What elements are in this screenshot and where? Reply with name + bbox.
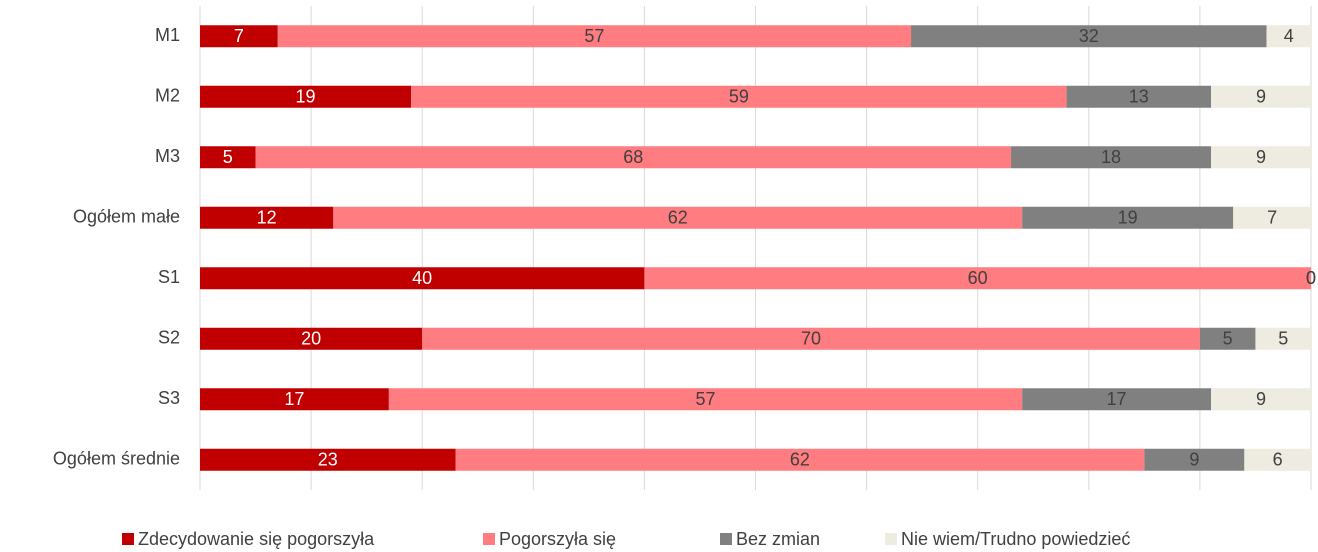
bar-segment: [1066, 85, 1212, 108]
bar-segment: [388, 388, 1023, 411]
legend-swatch: [122, 533, 134, 545]
y-tick-label: M2: [155, 86, 180, 106]
y-tick-label: S3: [158, 388, 180, 408]
legend-label: Bez zmian: [736, 529, 820, 549]
data-label: 59: [729, 87, 749, 107]
legend-label: Nie wiem/Trudno powiedzieć: [901, 529, 1130, 549]
data-label: 5: [1223, 329, 1233, 349]
y-tick-label: M3: [155, 146, 180, 166]
bar-segment: [1211, 146, 1311, 169]
bar-segment: [644, 267, 1311, 290]
bar-segment: [200, 267, 645, 290]
data-label: 13: [1129, 87, 1149, 107]
data-label: 57: [584, 26, 604, 46]
data-label: 5: [223, 147, 233, 167]
y-tick-label: Ogółem małe: [73, 207, 180, 227]
bar-segment: [200, 448, 456, 471]
data-label: 60: [968, 268, 988, 288]
y-tick-label: M1: [155, 25, 180, 45]
legend-label: Zdecydowanie się pogorszyła: [138, 529, 375, 549]
data-label: 12: [257, 208, 277, 228]
bar-segment: [411, 85, 1067, 108]
bar-segment: [455, 448, 1145, 471]
data-label: 23: [318, 450, 338, 470]
data-label: 68: [623, 147, 643, 167]
bar-segment: [1244, 448, 1311, 471]
data-label: 7: [1267, 208, 1277, 228]
data-label: 40: [412, 268, 432, 288]
data-label: 6: [1273, 450, 1283, 470]
data-label: 9: [1256, 147, 1266, 167]
data-label: 7: [234, 26, 244, 46]
data-label: 17: [284, 389, 304, 409]
bar-segment: [1255, 327, 1311, 350]
bar-segment: [200, 327, 423, 350]
legend-swatch: [483, 533, 495, 545]
data-label: 17: [1107, 389, 1127, 409]
bar-segment: [1199, 327, 1256, 350]
y-tick-label: S1: [158, 267, 180, 287]
data-label: 62: [668, 208, 688, 228]
bar-segment: [200, 206, 334, 229]
bar-segment: [200, 388, 389, 411]
data-label: 0: [1306, 268, 1316, 288]
data-label: 32: [1079, 26, 1099, 46]
data-label: 9: [1256, 389, 1266, 409]
data-label: 57: [695, 389, 715, 409]
bar-segment: [1011, 146, 1212, 169]
bar-segment: [1022, 206, 1234, 229]
data-label: 5: [1278, 329, 1288, 349]
data-label: 70: [801, 329, 821, 349]
data-label: 19: [1118, 208, 1138, 228]
data-label: 9: [1189, 450, 1199, 470]
legend-label: Pogorszyła się: [499, 529, 616, 549]
bar-segment: [200, 25, 278, 48]
legend-swatch: [720, 533, 732, 545]
bar-segment: [1211, 388, 1311, 411]
bar-segment: [911, 25, 1267, 48]
y-tick-label: Ogółem średnie: [53, 449, 180, 469]
data-label: 0: [1306, 268, 1316, 288]
data-label: 18: [1101, 147, 1121, 167]
data-label: 9: [1256, 87, 1266, 107]
bar-segment: [1211, 85, 1311, 108]
bar-segment: [1233, 206, 1311, 229]
bar-segment: [277, 25, 912, 48]
legend-swatch: [885, 533, 897, 545]
bar-segment: [255, 146, 1012, 169]
bar-segment: [1022, 388, 1212, 411]
bar-segment: [422, 327, 1200, 350]
data-label: 20: [301, 329, 321, 349]
bar-segment: [200, 146, 256, 169]
data-label: 4: [1284, 26, 1294, 46]
bar-segment: [333, 206, 1023, 229]
bar-segment: [200, 85, 412, 108]
y-tick-label: S2: [158, 328, 180, 348]
bar-segment: [1144, 448, 1245, 471]
data-label: 62: [790, 450, 810, 470]
data-label: 19: [296, 87, 316, 107]
bar-segment: [1266, 25, 1311, 48]
